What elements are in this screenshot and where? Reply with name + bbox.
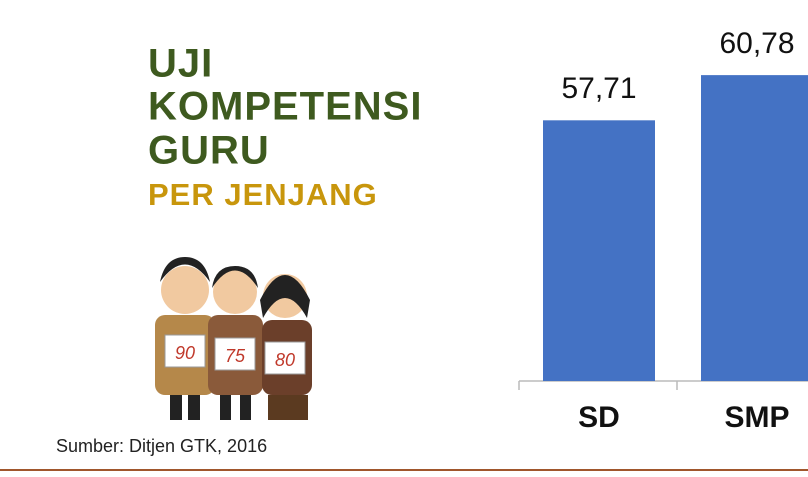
score-label: 90 [175, 343, 195, 363]
score-label: 80 [275, 350, 295, 370]
subtitle: PER JENJANG [148, 177, 378, 212]
title-line: UJI [148, 42, 213, 86]
score-label: 75 [225, 346, 246, 366]
value-label: 57,71 [561, 72, 636, 105]
x-tick-label: SD [578, 401, 620, 434]
title-line: GURU [148, 129, 270, 173]
value-label: 60,78 [719, 27, 794, 60]
bar [543, 120, 655, 381]
x-tick-label: SMP [724, 401, 789, 434]
title-line: KOMPETENSI [148, 85, 422, 129]
source: Sumber: Ditjen GTK, 2016 [56, 436, 267, 456]
bar [701, 75, 808, 381]
illustration: 90 75 80 [155, 257, 312, 420]
